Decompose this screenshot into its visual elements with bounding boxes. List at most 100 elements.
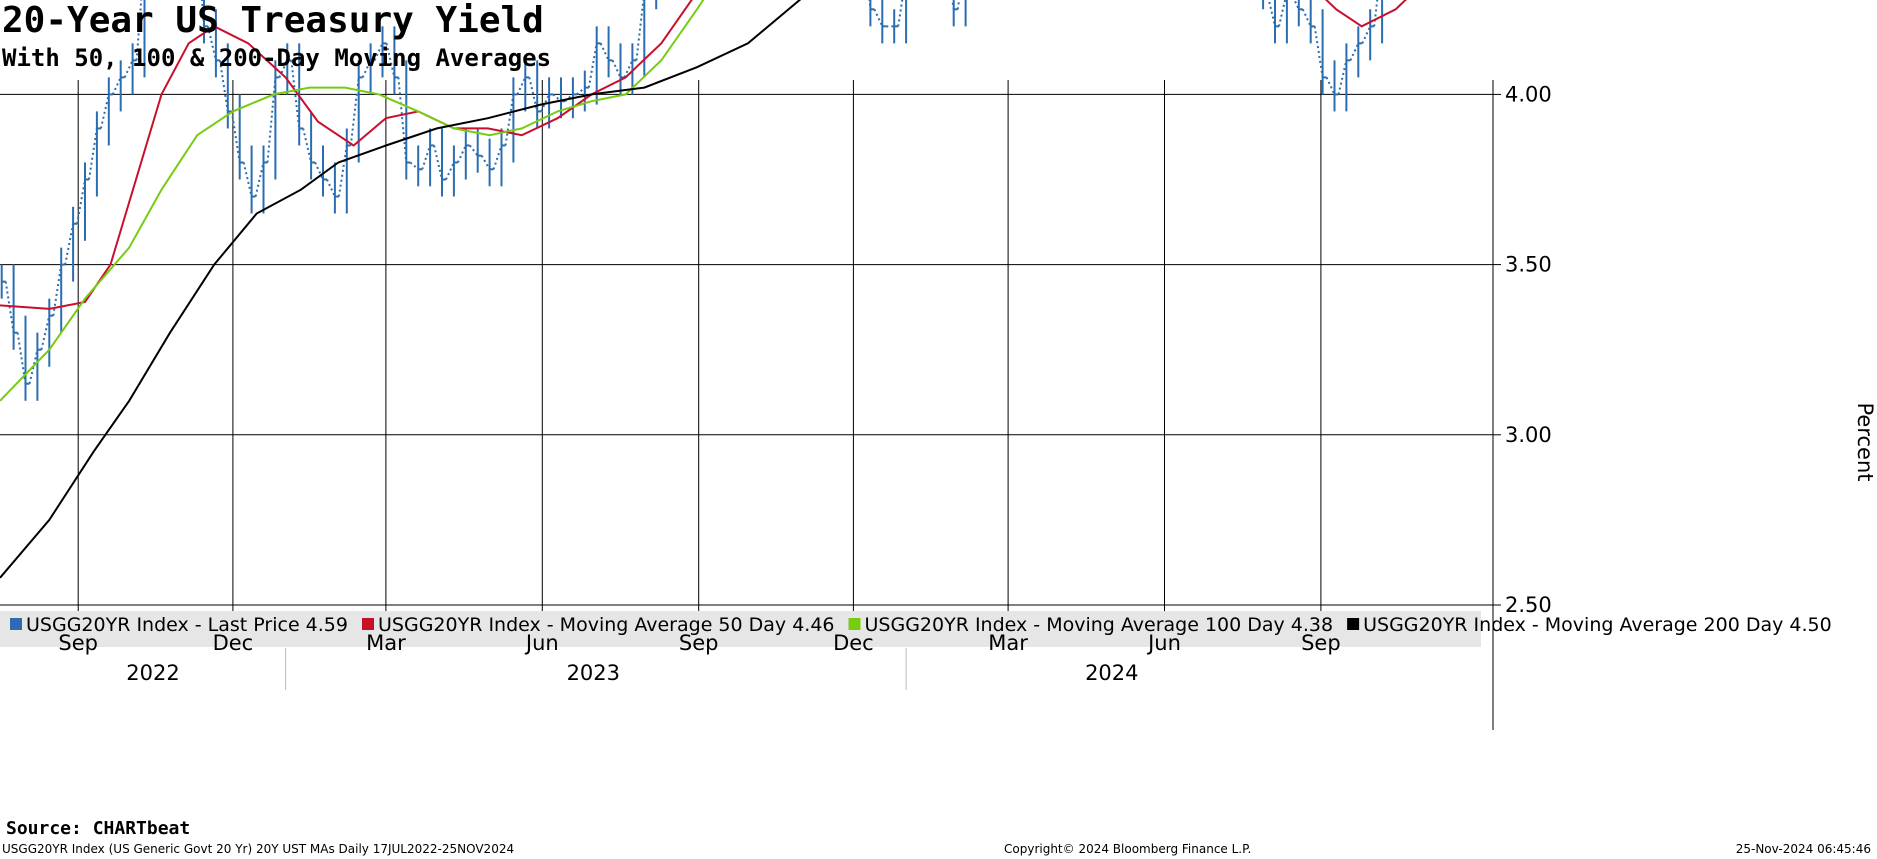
price-bar-connector	[1349, 42, 1360, 61]
price-bar-connector	[266, 77, 277, 163]
price-bar-connector	[623, 59, 634, 78]
price-bar-connector	[540, 93, 551, 112]
price-bar-connector	[361, 59, 372, 78]
price-bar-connector	[1278, 0, 1287, 27]
price-bar-connector	[111, 76, 122, 95]
ma100-legend-label: USGG20YR Index - Moving Average 100 Day …	[865, 614, 1334, 636]
price-bar-connector	[516, 76, 527, 95]
legend: USGG20YR Index - Last Price 4.59 USGG20YR…	[0, 611, 1832, 647]
price-bar-connector	[1337, 60, 1348, 95]
price-bar-connector	[956, 0, 961, 10]
price-bar-connector	[611, 59, 622, 78]
ma50-legend-swatch	[362, 618, 374, 630]
price-bar-connector	[1293, 0, 1300, 10]
price-bar-connector	[385, 43, 396, 78]
price-bar-connector	[40, 315, 51, 350]
price-bar-connector	[278, 59, 289, 78]
ma100-legend-swatch	[848, 618, 861, 630]
price-bar-connector	[52, 264, 63, 316]
price-bar-connector	[421, 145, 432, 170]
price-bar-connector	[373, 42, 384, 61]
price-bar-connector	[1301, 8, 1312, 27]
price-bar-connector	[88, 128, 98, 180]
y-axis-label: Percent	[1853, 402, 1877, 481]
price-bar-connector	[123, 59, 134, 78]
price-bar-connector	[1373, 0, 1379, 27]
price-bar-connector	[445, 162, 455, 180]
x-tick-label: Jun	[524, 631, 559, 655]
chart-title: 20-Year US Treasury Yield	[2, 0, 544, 41]
price-bar-connector	[314, 162, 324, 180]
price-bar-connector	[480, 155, 491, 170]
x-axis: Sep Dec Mar Jun Sep Dec Mar Jun Sep 2022 2023 2024	[58, 631, 1341, 690]
price-bar-connector	[456, 145, 467, 163]
price-bar-connector	[16, 332, 27, 384]
price-bar-connector	[99, 94, 110, 129]
footer-description: USGG20YR Index (US Generic Govt 20 Yr) 2…	[2, 842, 515, 856]
price-legend-label: USGG20YR Index - Last Price 4.59	[26, 614, 348, 636]
x-tick-label: Sep	[1301, 631, 1341, 655]
price-bar-connector	[200, 0, 205, 27]
price-bar-connector	[599, 42, 610, 61]
price-bar-connector	[242, 162, 253, 197]
price-bar-connector	[337, 145, 348, 197]
source-label: Source: CHARTbeat	[6, 818, 191, 839]
series-layer	[0, 0, 1407, 579]
price-bar-connector	[230, 111, 241, 163]
price-legend-swatch	[10, 618, 22, 630]
footer-timestamp: 25-Nov-2024 06:45:46	[1735, 842, 1871, 856]
price-bar-connector	[28, 349, 39, 384]
price-bar-connector	[1313, 26, 1324, 78]
chart-subtitle: With 50, 100 & 200-Day Moving Averages	[2, 44, 552, 72]
y-tick-label: 4.00	[1505, 82, 1552, 106]
price-bar-connector	[868, 0, 872, 10]
price-bar-connector	[218, 60, 229, 112]
y-tick-label: 2.50	[1505, 593, 1552, 617]
price-bar-connector	[587, 43, 598, 88]
x-year-label: 2024	[1085, 661, 1138, 685]
legend-box	[0, 611, 1481, 647]
price-bar-connector	[302, 128, 313, 163]
price-bar-connector	[492, 145, 503, 170]
price-bar-connector	[951, 0, 955, 10]
price-bar-connector	[504, 94, 515, 146]
x-tick-label: Mar	[988, 631, 1028, 655]
price-bar-connector	[254, 162, 265, 197]
x-tick-label: Jun	[1146, 631, 1181, 655]
chart-grid	[0, 80, 1493, 620]
price-bar-connector	[635, 0, 645, 61]
price-bar-connector	[897, 0, 904, 27]
price-bar-connector	[469, 144, 479, 157]
price-bar-connector	[326, 179, 336, 197]
price-bar-connector	[397, 77, 408, 163]
ma200-legend-swatch	[1347, 618, 1360, 630]
ma50-legend-label: USGG20YR Index - Moving Average 50 Day 4…	[378, 614, 835, 636]
footer-copyright: Copyright© 2024 Bloomberg Finance L.P.	[1004, 842, 1252, 856]
price-bar-connector	[135, 0, 143, 61]
x-tick-label: Dec	[833, 631, 874, 655]
price-bar-connector	[349, 77, 360, 146]
price-bar-connector	[1361, 25, 1372, 44]
price-bar-connector	[552, 93, 562, 102]
price-bar-connector	[64, 223, 75, 265]
ma200-line	[0, 0, 802, 579]
x-year-label: 2023	[567, 661, 620, 685]
price-bar-connector	[290, 60, 301, 129]
price-bar-connector	[4, 281, 15, 333]
x-tick-label: Sep	[58, 631, 98, 655]
x-tick-label: Dec	[213, 631, 254, 655]
price-bar-connector	[873, 8, 884, 27]
price-bar-connector	[433, 145, 443, 180]
x-year-label: 2022	[126, 661, 179, 685]
ma200-legend-label: USGG20YR Index - Moving Average 200 Day …	[1363, 614, 1832, 636]
price-bar-connector	[1325, 76, 1336, 95]
price-bar-connector	[1267, 0, 1276, 27]
price-bar-connector	[207, 26, 217, 61]
x-tick-label: Sep	[679, 631, 719, 655]
y-tick-label: 3.00	[1505, 423, 1552, 447]
y-tick-label: 3.50	[1505, 253, 1552, 277]
price-bar-connector	[528, 77, 539, 112]
ma100-line	[0, 0, 705, 402]
ma50-line	[0, 0, 1407, 310]
